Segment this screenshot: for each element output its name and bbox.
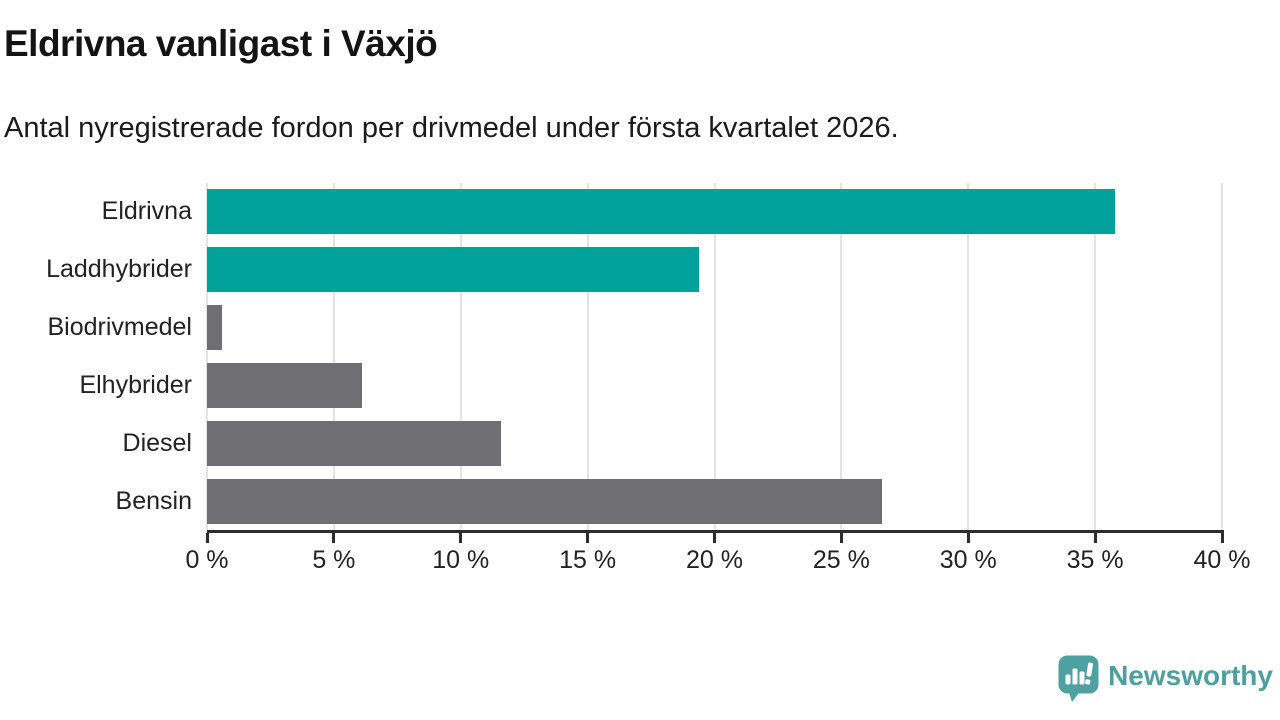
gridline [1094, 183, 1097, 530]
bar-elhybrider [207, 362, 362, 408]
x-axis-tick-label: 40 % [1193, 546, 1251, 574]
newsworthy-wordmark: Newsworthy [1108, 659, 1273, 691]
gridline [206, 183, 208, 530]
gridline [840, 183, 843, 530]
x-axis-tick-label: 10 % [432, 546, 490, 574]
x-axis-tick [1220, 533, 1224, 543]
category-label-bensin: Bensin [115, 486, 192, 515]
gridline [332, 183, 335, 530]
x-axis-tick [839, 533, 843, 543]
category-label-biodrivmedel: Biodrivmedel [47, 313, 192, 342]
bar-biodrivmedel [207, 305, 223, 351]
chart-title: Eldrivna vanligast i Växjö [4, 23, 438, 64]
newsworthy-logo: Newsworthy [1058, 655, 1273, 702]
x-axis-tick-label: 25 % [812, 546, 870, 574]
gridline [713, 183, 716, 530]
x-axis-tick [205, 533, 209, 543]
gridline [586, 183, 589, 530]
category-label-eldrivna: Eldrivna [101, 197, 192, 226]
x-axis-tick-label: 15 % [559, 546, 617, 574]
bar-diesel [207, 420, 502, 466]
x-axis-tick-label: 5 % [312, 546, 356, 574]
x-axis-tick [713, 533, 716, 543]
newsworthy-logo-icon [1058, 655, 1099, 702]
category-label-diesel: Diesel [122, 428, 192, 457]
x-axis: 0 % 5 % 10 % 15 % 20 % 25 % 30 % 35 % 40 % [185, 533, 1250, 583]
x-axis-tick-label: 20 % [686, 546, 743, 574]
x-axis-tick [1093, 533, 1097, 543]
x-axis-tick [966, 533, 970, 543]
x-axis-tick [332, 533, 336, 543]
gridline [1221, 183, 1223, 530]
chart-subtitle: Antal nyregistrerade fordon per drivmede… [4, 112, 899, 144]
category-axis-labels: Eldrivna Laddhybrider Biodrivmedel Elhybrid… [0, 183, 192, 530]
gridline [967, 183, 970, 530]
category-label-elhybrider: Elhybrider [79, 370, 192, 399]
plot-area [206, 183, 1223, 530]
x-axis-tick [459, 533, 463, 543]
bar-eldrivna [207, 189, 1116, 235]
gridline [459, 183, 462, 530]
x-axis-line [207, 530, 1224, 533]
bar-bensin [207, 478, 882, 524]
x-axis-tick-label: 30 % [939, 546, 997, 574]
x-axis-tick [586, 533, 590, 543]
x-axis-tick-label: 35 % [1066, 546, 1124, 574]
x-axis-tick-label: 0 % [185, 546, 229, 574]
category-label-laddhybrider: Laddhybrider [46, 255, 192, 284]
bar-laddhybrider [207, 247, 700, 293]
